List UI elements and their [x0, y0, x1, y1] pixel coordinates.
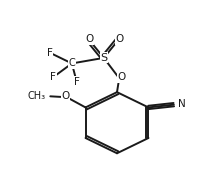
Text: O: O	[62, 91, 70, 101]
Text: C: C	[68, 58, 75, 68]
Text: F: F	[74, 77, 79, 87]
Text: O: O	[115, 34, 123, 44]
Text: F: F	[47, 48, 53, 58]
Text: O: O	[118, 72, 126, 82]
Text: N: N	[178, 99, 186, 109]
Text: F: F	[50, 72, 56, 82]
Text: S: S	[100, 53, 107, 63]
Text: O: O	[85, 34, 94, 44]
Text: CH₃: CH₃	[27, 91, 45, 101]
